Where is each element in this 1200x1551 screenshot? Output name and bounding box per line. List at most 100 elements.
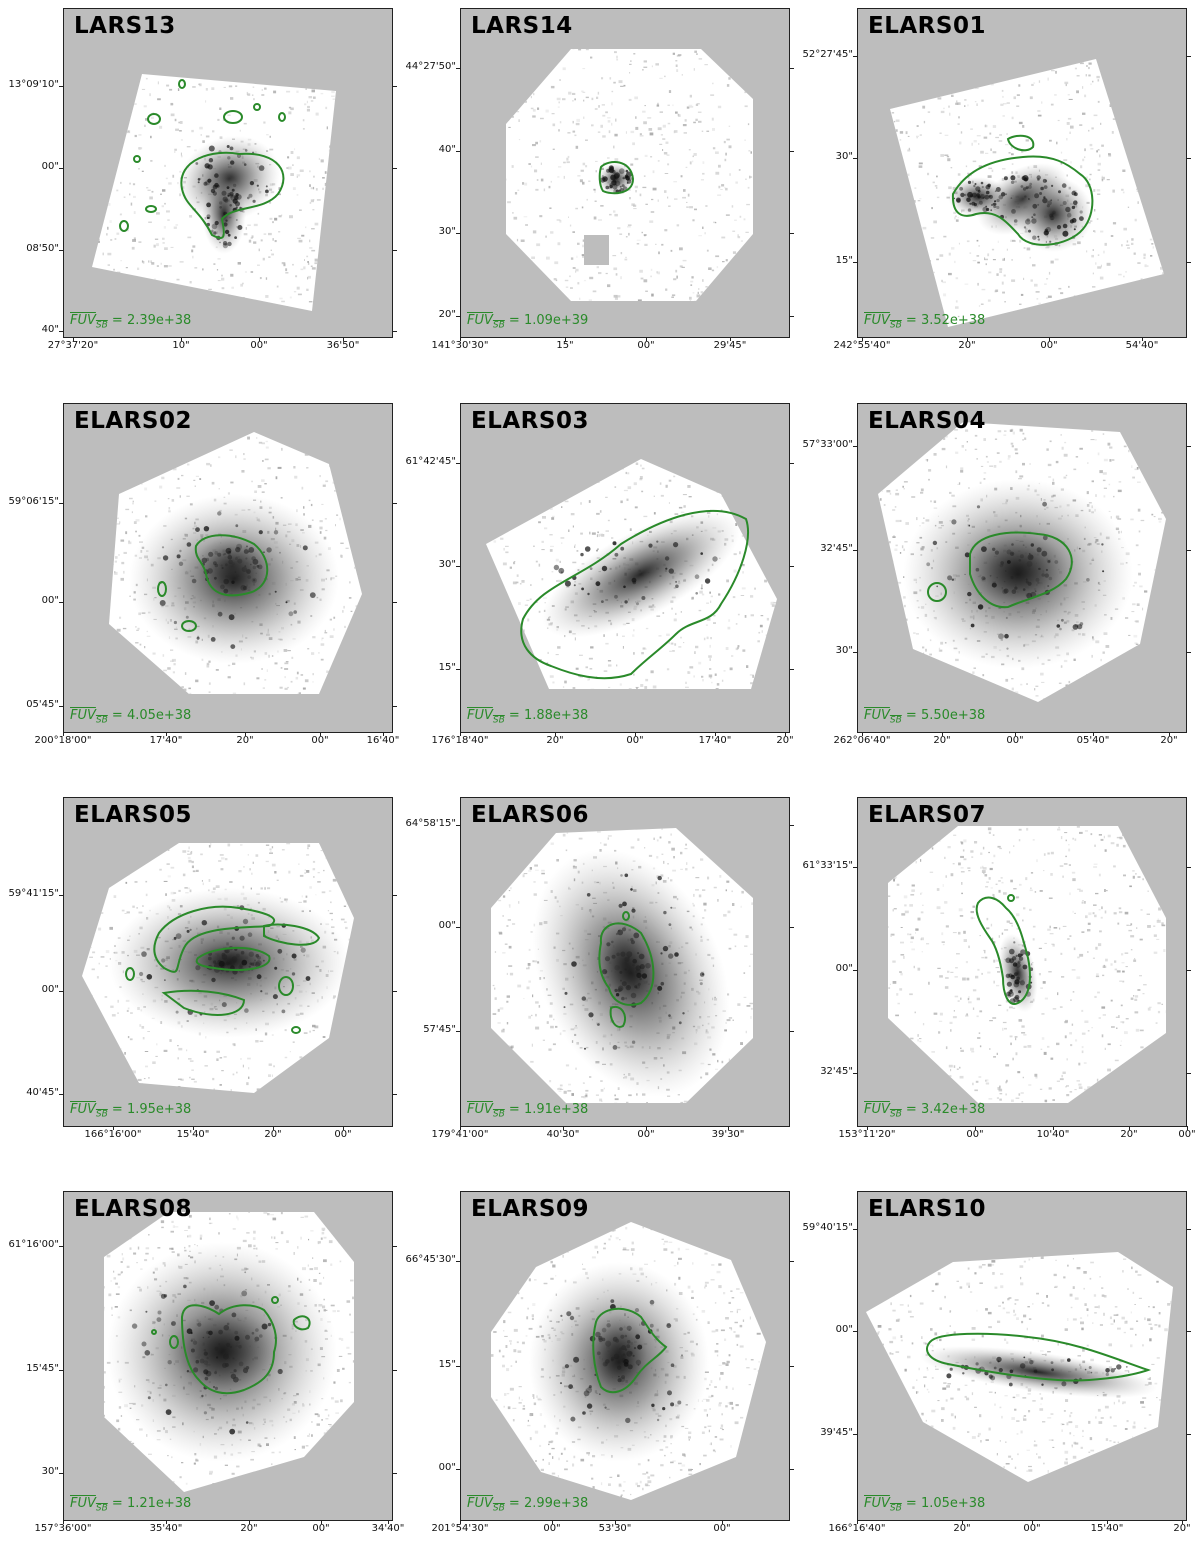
tick-mark (1187, 867, 1191, 868)
tick-mark (853, 1073, 857, 1074)
tick-mark (59, 1246, 63, 1247)
tick-mark (59, 250, 63, 251)
tick-mark (635, 732, 636, 736)
tick-mark (393, 991, 397, 992)
dec-tick-label: 61°33'15" (802, 860, 853, 871)
dec-tick-label: 15" (439, 662, 456, 673)
tick-mark (790, 566, 794, 567)
tick-mark (715, 732, 716, 736)
tick-mark (1053, 1126, 1054, 1130)
fuv-sb-label: FUVSB = 1.21e+38 (70, 1496, 191, 1514)
tick-mark (728, 1126, 729, 1130)
dec-tick-label: 59°40'15" (802, 1222, 853, 1233)
image-frame: ELARS03 FUVSB = 1.88e+38 (460, 403, 790, 733)
tick-mark (393, 86, 397, 87)
ra-tick-label: 20" (953, 1523, 970, 1534)
tick-mark (1032, 1520, 1033, 1524)
tick-mark (867, 1126, 868, 1130)
ra-tick-label: 29'45" (714, 340, 747, 351)
tick-mark (1187, 652, 1191, 653)
galaxy-panel: ELARS03 FUVSB = 1.88e+38 61°42'45" 30" 15" 17… (400, 403, 800, 763)
ra-tick-label: 20" (958, 340, 975, 351)
tick-mark (193, 1126, 194, 1130)
fuv-symbol: FUVSB (864, 313, 902, 328)
ra-tick-label: 176°18'40" (432, 735, 489, 746)
tick-mark (790, 151, 794, 152)
fuv-sb-label: FUVSB = 4.05e+38 (70, 708, 191, 726)
ra-tick-label: 00" (1023, 1523, 1040, 1534)
dec-tick-label: 30" (439, 559, 456, 570)
tick-mark (456, 927, 460, 928)
ra-tick-label: 00" (334, 1129, 351, 1140)
ra-tick-label: 157°36'00" (35, 1523, 92, 1534)
masked-region (584, 235, 609, 265)
tick-mark (113, 1126, 114, 1130)
tick-mark (393, 250, 397, 251)
dec-tick-label: 15'45" (26, 1363, 59, 1374)
ra-tick-label: 00" (543, 1523, 560, 1534)
tick-mark (1187, 158, 1191, 159)
tick-mark (320, 732, 321, 736)
dec-tick-label: 05'45" (26, 699, 59, 710)
tick-mark (1187, 970, 1191, 971)
galaxy-emission (529, 1262, 709, 1462)
tick-mark (790, 1366, 794, 1367)
tick-mark (59, 503, 63, 504)
ra-tick-label: 54'40" (1126, 340, 1159, 351)
tick-mark (862, 337, 863, 341)
fuv-sb-label: FUVSB = 1.88e+38 (467, 708, 588, 726)
ra-tick-label: 00" (311, 735, 328, 746)
dec-tick-label: 59°41'15" (8, 888, 59, 899)
ra-tick-label: 27°37'20" (48, 340, 99, 351)
ra-tick-label: 15'40" (1091, 1523, 1124, 1534)
fuv-value: = 3.52e+38 (906, 313, 985, 328)
dec-tick-label: 08'50" (26, 243, 59, 254)
dec-tick-label: 30" (836, 645, 853, 656)
panel-title: ELARS10 (868, 1196, 986, 1222)
ra-tick-label: 20" (776, 735, 793, 746)
tick-mark (853, 262, 857, 263)
galaxy-image (64, 404, 393, 733)
fuv-symbol: FUVSB (864, 1496, 902, 1511)
tick-mark (456, 1031, 460, 1032)
tick-mark (456, 68, 460, 69)
tick-mark (552, 1520, 553, 1524)
tick-mark (1187, 1126, 1188, 1130)
tick-mark (63, 1520, 64, 1524)
tick-mark (1129, 1126, 1130, 1130)
tick-mark (722, 1520, 723, 1524)
tick-mark (646, 337, 647, 341)
dec-tick-label: 00" (42, 595, 59, 606)
galaxy-image (858, 1192, 1187, 1521)
tick-mark (456, 233, 460, 234)
tick-mark (460, 1126, 461, 1130)
ra-tick-label: 20" (240, 1523, 257, 1534)
galaxy-image (461, 9, 790, 338)
tick-mark (456, 669, 460, 670)
tick-mark (790, 669, 794, 670)
fuv-value: = 5.50e+38 (906, 708, 985, 723)
panel-title: ELARS03 (471, 408, 589, 434)
ra-tick-label: 17'40" (150, 735, 183, 746)
galaxy-emission (903, 479, 1133, 669)
dec-tick-label: 39'45" (820, 1427, 853, 1438)
dec-tick-label: 30" (836, 151, 853, 162)
tick-mark (388, 1520, 389, 1524)
tick-mark (857, 1520, 858, 1524)
fuv-value: = 2.99e+38 (509, 1496, 588, 1511)
dec-tick-label: 00" (42, 984, 59, 995)
dec-tick-label: 61°42'45" (405, 456, 456, 467)
tick-mark (790, 1469, 794, 1470)
tick-mark (393, 706, 397, 707)
tick-mark (790, 233, 794, 234)
tick-mark (853, 158, 857, 159)
tick-mark (1107, 1520, 1108, 1524)
fuv-sb-label: FUVSB = 2.99e+38 (467, 1496, 588, 1514)
fuv-symbol: FUVSB (467, 1102, 505, 1117)
